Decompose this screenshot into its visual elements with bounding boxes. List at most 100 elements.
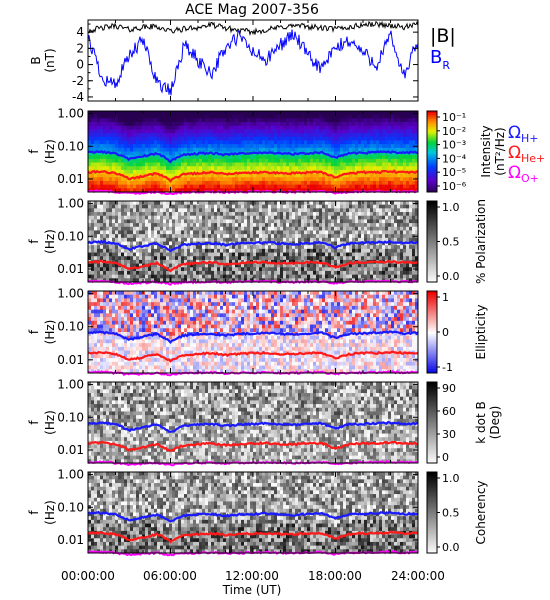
heatmap-cell (397, 122, 401, 127)
heatmap-cell (97, 122, 101, 127)
heatmap-cell (394, 177, 398, 182)
heatmap-cell (109, 122, 113, 127)
heatmap-cell (280, 212, 284, 217)
heatmap-cell (403, 162, 407, 167)
heatmap-cell (202, 256, 206, 261)
heatmap-cell (163, 180, 167, 186)
heatmap-cell (202, 212, 206, 217)
heatmap-cell (298, 263, 302, 268)
heatmap-cell (322, 270, 326, 276)
heatmap-cell (322, 219, 326, 224)
heatmap-cell (391, 230, 395, 235)
heatmap-cell (262, 237, 266, 242)
heatmap-cell (307, 234, 311, 239)
heatmap-cell (121, 125, 125, 130)
heatmap-cell (256, 230, 260, 235)
heatmap-cell (322, 252, 326, 257)
heatmap-cell (379, 173, 383, 178)
heatmap-cell (232, 278, 236, 283)
heatmap-cell (256, 118, 260, 123)
heatmap-cell (316, 122, 320, 127)
heatmap-cell (118, 166, 122, 171)
heatmap-cell (181, 223, 185, 228)
heatmap-cell (130, 212, 134, 217)
x-tick-label: 00:00:00 (61, 569, 115, 583)
heatmap-cell (94, 136, 98, 141)
heatmap-cell (112, 274, 116, 279)
heatmap-cell (196, 155, 200, 160)
heatmap-cell (412, 204, 416, 209)
heatmap-cell (94, 140, 98, 145)
heatmap-cell (415, 212, 419, 217)
heatmap-cell (214, 147, 218, 152)
heatmap-cell (376, 267, 380, 272)
heatmap-cell (175, 274, 179, 279)
heatmap-cell (238, 184, 242, 189)
colorbar-swatch (427, 213, 437, 216)
heatmap-cell (112, 230, 116, 235)
heatmap-cell (181, 219, 185, 224)
heatmap-cell (346, 237, 350, 242)
heatmap-cell (343, 230, 347, 235)
heatmap-cell (94, 201, 98, 206)
heatmap-cell (91, 140, 95, 145)
heatmap-cell (154, 140, 158, 145)
heatmap-cell (187, 188, 191, 193)
heatmap-cell (397, 140, 401, 145)
heatmap-cell (241, 263, 245, 268)
heatmap-cell (214, 223, 218, 228)
heatmap-cell (280, 129, 284, 134)
heatmap-cell (196, 162, 200, 167)
heatmap-cell (172, 219, 176, 224)
heatmap-cell (136, 184, 140, 189)
heatmap-cell (361, 263, 365, 268)
heatmap-cell (202, 230, 206, 235)
heatmap-cell (133, 111, 137, 116)
heatmap-cell (115, 204, 119, 209)
heatmap-cell (265, 219, 269, 224)
heatmap-cell (196, 259, 200, 264)
heatmap-cell (370, 133, 374, 138)
heatmap-cell (187, 204, 191, 209)
heatmap-cell (367, 184, 371, 189)
heatmap-cell (364, 129, 368, 134)
heatmap-cell (379, 177, 383, 182)
heatmap-cell (166, 144, 170, 149)
heatmap-cell (373, 252, 377, 257)
heatmap-cell (271, 162, 275, 167)
heatmap-cell (178, 184, 182, 189)
heatmap-cell (94, 215, 98, 220)
heatmap-cell (220, 252, 224, 257)
heatmap-cell (229, 162, 233, 167)
heatmap-cell (160, 125, 164, 130)
heatmap-cell (337, 212, 341, 217)
heatmap-cell (187, 259, 191, 264)
heatmap-cell (214, 180, 218, 186)
heatmap-cell (289, 270, 293, 276)
heatmap-cell (112, 180, 116, 186)
heatmap-cell (100, 252, 104, 257)
heatmap-cell (376, 263, 380, 268)
heatmap-cell (358, 230, 362, 235)
heatmap-cell (145, 219, 149, 224)
heatmap-cell (274, 114, 278, 119)
heatmap-cell (106, 133, 110, 138)
heatmap-cell (193, 201, 197, 206)
heatmap-cell (367, 219, 371, 224)
heatmap-cell (97, 256, 101, 261)
heatmap-cell (352, 256, 356, 261)
colorbar-swatch (427, 133, 437, 136)
heatmap-cell (94, 223, 98, 228)
heatmap-cell (376, 122, 380, 127)
heatmap-cell (217, 248, 221, 253)
heatmap-cell (109, 274, 113, 279)
heatmap-cell (151, 223, 155, 228)
heatmap-cell (223, 248, 227, 253)
heatmap-cell (148, 208, 152, 213)
heatmap-cell (202, 248, 206, 253)
heatmap-cell (370, 129, 374, 134)
heatmap-cell (178, 204, 182, 209)
heatmap-cell (337, 111, 341, 116)
heatmap-cell (217, 212, 221, 217)
heatmap-cell (199, 215, 203, 220)
